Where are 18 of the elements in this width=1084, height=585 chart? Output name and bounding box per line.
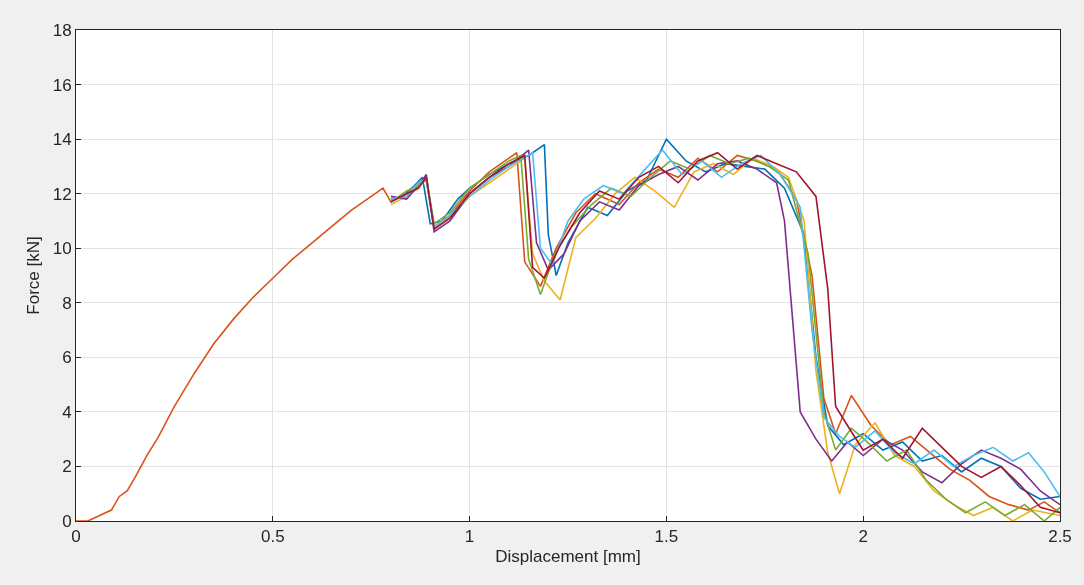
y-tick-label: 10 <box>52 239 72 259</box>
x-tick-label: 1 <box>464 527 475 547</box>
x-axis-title: Displacement [mm] <box>495 546 641 566</box>
x-tick-label: 2.5 <box>1048 527 1072 547</box>
y-tick-label: 16 <box>52 75 72 95</box>
y-tick-label: 4 <box>62 402 72 422</box>
line-series <box>76 151 1060 521</box>
y-tick-label: 12 <box>52 184 72 204</box>
x-tick-label: 1.5 <box>654 527 679 547</box>
x-tick-label: 0.5 <box>260 527 285 547</box>
y-tick-label: 8 <box>62 293 72 313</box>
y-axis-title: Force [kN] <box>24 236 44 315</box>
y-tick-label: 0 <box>62 511 72 531</box>
y-tick-label: 2 <box>62 457 72 477</box>
y-tick-label: 6 <box>62 348 72 368</box>
y-tick-label: 14 <box>52 130 72 150</box>
y-tick-label: 18 <box>52 20 72 40</box>
x-tick-label: 2 <box>858 527 868 547</box>
